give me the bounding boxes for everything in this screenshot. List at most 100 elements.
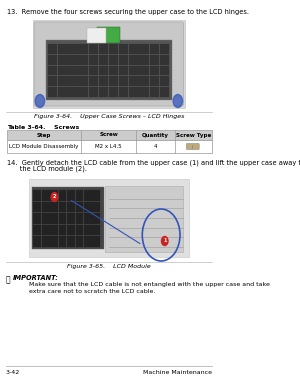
FancyBboxPatch shape xyxy=(50,213,58,224)
FancyBboxPatch shape xyxy=(48,44,57,54)
FancyBboxPatch shape xyxy=(109,76,118,86)
FancyBboxPatch shape xyxy=(119,44,128,54)
FancyBboxPatch shape xyxy=(160,55,169,64)
FancyBboxPatch shape xyxy=(88,44,98,54)
FancyBboxPatch shape xyxy=(109,66,118,75)
FancyBboxPatch shape xyxy=(149,44,159,54)
FancyBboxPatch shape xyxy=(140,87,149,97)
FancyBboxPatch shape xyxy=(140,76,149,86)
FancyBboxPatch shape xyxy=(48,76,57,86)
FancyBboxPatch shape xyxy=(119,76,128,86)
Bar xyxy=(7,140,212,153)
FancyBboxPatch shape xyxy=(48,66,57,75)
FancyBboxPatch shape xyxy=(105,186,183,252)
FancyBboxPatch shape xyxy=(119,55,128,64)
Text: Screw Type: Screw Type xyxy=(176,132,211,137)
Text: ⬧: ⬧ xyxy=(6,275,10,284)
FancyBboxPatch shape xyxy=(109,44,118,54)
FancyBboxPatch shape xyxy=(76,202,83,212)
Text: the LCD module (2).: the LCD module (2). xyxy=(7,166,87,173)
Text: Machine Maintenance: Machine Maintenance xyxy=(143,369,212,374)
FancyBboxPatch shape xyxy=(68,76,78,86)
FancyBboxPatch shape xyxy=(67,236,75,247)
FancyBboxPatch shape xyxy=(78,87,88,97)
FancyBboxPatch shape xyxy=(58,44,68,54)
FancyBboxPatch shape xyxy=(50,190,58,201)
FancyBboxPatch shape xyxy=(58,76,68,86)
FancyBboxPatch shape xyxy=(68,55,78,64)
FancyBboxPatch shape xyxy=(160,66,169,75)
FancyBboxPatch shape xyxy=(84,190,92,201)
FancyBboxPatch shape xyxy=(59,213,66,224)
FancyBboxPatch shape xyxy=(76,213,83,224)
FancyBboxPatch shape xyxy=(160,76,169,86)
FancyBboxPatch shape xyxy=(78,55,88,64)
FancyBboxPatch shape xyxy=(58,55,68,64)
FancyBboxPatch shape xyxy=(88,66,98,75)
FancyBboxPatch shape xyxy=(78,76,88,86)
Circle shape xyxy=(173,95,182,107)
FancyBboxPatch shape xyxy=(84,225,92,236)
FancyBboxPatch shape xyxy=(67,202,75,212)
FancyBboxPatch shape xyxy=(84,202,92,212)
Text: Figure 3-65.    LCD Module: Figure 3-65. LCD Module xyxy=(67,264,151,269)
FancyBboxPatch shape xyxy=(59,202,66,212)
Text: 13.  Remove the four screws securing the upper case to the LCD hinges.: 13. Remove the four screws securing the … xyxy=(7,9,249,15)
FancyBboxPatch shape xyxy=(76,236,83,247)
FancyBboxPatch shape xyxy=(78,66,88,75)
FancyBboxPatch shape xyxy=(59,225,66,236)
FancyBboxPatch shape xyxy=(99,76,108,86)
FancyBboxPatch shape xyxy=(42,236,50,247)
FancyBboxPatch shape xyxy=(33,236,41,247)
FancyBboxPatch shape xyxy=(50,225,58,236)
FancyBboxPatch shape xyxy=(92,213,100,224)
FancyBboxPatch shape xyxy=(42,202,50,212)
FancyBboxPatch shape xyxy=(149,66,159,75)
Text: 3-42: 3-42 xyxy=(6,369,20,374)
FancyBboxPatch shape xyxy=(29,179,189,257)
FancyBboxPatch shape xyxy=(129,76,139,86)
FancyBboxPatch shape xyxy=(50,202,58,212)
FancyBboxPatch shape xyxy=(76,225,83,236)
FancyBboxPatch shape xyxy=(88,87,98,97)
FancyBboxPatch shape xyxy=(84,236,92,247)
Text: extra care not to scratch the LCD cable.: extra care not to scratch the LCD cable. xyxy=(29,289,155,294)
FancyBboxPatch shape xyxy=(99,87,108,97)
FancyBboxPatch shape xyxy=(140,55,149,64)
FancyBboxPatch shape xyxy=(129,55,139,64)
FancyBboxPatch shape xyxy=(129,44,139,54)
FancyBboxPatch shape xyxy=(48,55,57,64)
FancyBboxPatch shape xyxy=(97,27,121,43)
Circle shape xyxy=(51,192,58,201)
FancyBboxPatch shape xyxy=(42,213,50,224)
FancyBboxPatch shape xyxy=(149,55,159,64)
FancyBboxPatch shape xyxy=(68,87,78,97)
FancyBboxPatch shape xyxy=(33,202,41,212)
FancyBboxPatch shape xyxy=(78,44,88,54)
FancyBboxPatch shape xyxy=(50,236,58,247)
FancyBboxPatch shape xyxy=(67,190,75,201)
FancyBboxPatch shape xyxy=(68,44,78,54)
FancyBboxPatch shape xyxy=(87,28,106,43)
FancyBboxPatch shape xyxy=(92,225,100,236)
FancyBboxPatch shape xyxy=(59,236,66,247)
FancyBboxPatch shape xyxy=(42,225,50,236)
Text: LCD Module Disassembly: LCD Module Disassembly xyxy=(9,144,79,149)
Circle shape xyxy=(161,237,168,246)
FancyBboxPatch shape xyxy=(109,87,118,97)
FancyBboxPatch shape xyxy=(140,66,149,75)
FancyBboxPatch shape xyxy=(119,66,128,75)
FancyBboxPatch shape xyxy=(129,66,139,75)
FancyBboxPatch shape xyxy=(67,213,75,224)
FancyBboxPatch shape xyxy=(140,44,149,54)
Text: IMPORTANT:: IMPORTANT: xyxy=(13,275,59,281)
FancyBboxPatch shape xyxy=(92,190,100,201)
FancyBboxPatch shape xyxy=(34,22,184,106)
Text: M2 x L4.5: M2 x L4.5 xyxy=(95,144,122,149)
Circle shape xyxy=(35,95,45,107)
FancyBboxPatch shape xyxy=(109,55,118,64)
Text: Table 3-64.    Screws: Table 3-64. Screws xyxy=(7,125,80,130)
FancyBboxPatch shape xyxy=(99,66,108,75)
FancyBboxPatch shape xyxy=(68,66,78,75)
FancyBboxPatch shape xyxy=(88,76,98,86)
